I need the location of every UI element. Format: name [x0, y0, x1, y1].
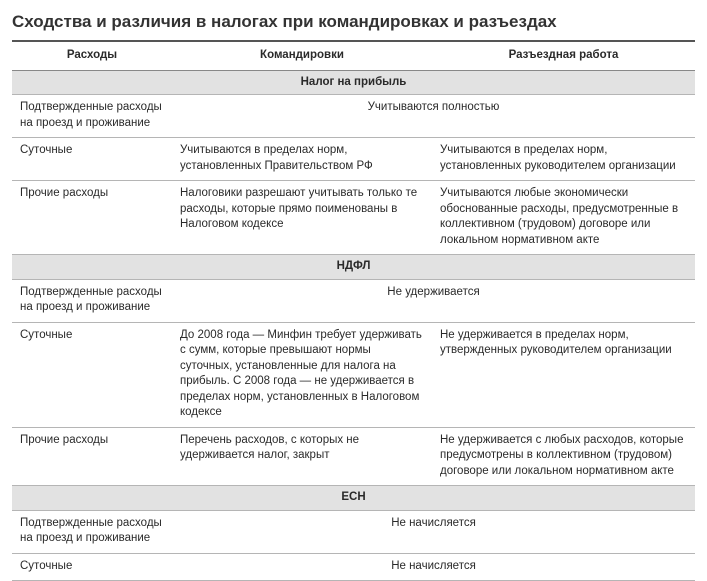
table-header-row: Расходы Командировки Разъездная работа [12, 41, 695, 70]
row-trips-value: Налоговики разрешают учитывать только те… [172, 181, 432, 255]
section-title: ЕСН [12, 486, 695, 511]
row-travel-value: Не удерживается в пределах норм, утвержд… [432, 322, 695, 427]
row-merged-value: Не удерживается [172, 279, 695, 322]
section-header: НДФЛ [12, 255, 695, 280]
section-header: Налог на прибыль [12, 70, 695, 95]
table-row: Подтвержденные расходы на проезд и прожи… [12, 510, 695, 553]
row-label: Суточные [12, 322, 172, 427]
table-body: Налог на прибыльПодтвержденные расходы н… [12, 70, 695, 581]
row-travel-value: Не удерживается с любых расходов, которы… [432, 427, 695, 486]
row-travel-value: Учитываются в пределах норм, установленн… [432, 138, 695, 181]
table-row: Подтвержденные расходы на проезд и прожи… [12, 279, 695, 322]
table-row: СуточныеУчитываются в пределах норм, уст… [12, 138, 695, 181]
row-label: Подтвержденные расходы на проезд и прожи… [12, 95, 172, 138]
section-title: НДФЛ [12, 255, 695, 280]
row-trips-value: Учитываются в пределах норм, установленн… [172, 138, 432, 181]
row-label: Прочие расходы [12, 427, 172, 486]
row-label: Подтвержденные расходы на проезд и прожи… [12, 279, 172, 322]
row-merged-value: Учитываются полностью [172, 95, 695, 138]
row-label: Суточные [12, 138, 172, 181]
col-header-travel: Разъездная работа [432, 41, 695, 70]
row-label: Суточные [12, 553, 172, 581]
row-merged-value: Не начисляется [172, 510, 695, 553]
page-title: Сходства и различия в налогах при команд… [12, 8, 695, 40]
row-merged-value: Не начисляется [172, 553, 695, 581]
row-trips-value: Перечень расходов, с которых не удержива… [172, 427, 432, 486]
section-header: ЕСН [12, 486, 695, 511]
col-header-expenses: Расходы [12, 41, 172, 70]
comparison-table: Расходы Командировки Разъездная работа Н… [12, 40, 695, 581]
col-header-trips: Командировки [172, 41, 432, 70]
table-row: Прочие расходыНалоговики разрешают учиты… [12, 181, 695, 255]
table-row: Прочие расходыПеречень расходов, с котор… [12, 427, 695, 486]
row-label: Прочие расходы [12, 181, 172, 255]
table-row: Подтвержденные расходы на проезд и прожи… [12, 95, 695, 138]
row-trips-value: До 2008 года — Минфин требует удерживать… [172, 322, 432, 427]
table-row: СуточныеНе начисляется [12, 553, 695, 581]
section-title: Налог на прибыль [12, 70, 695, 95]
row-travel-value: Учитываются любые экономически обоснован… [432, 181, 695, 255]
table-row: СуточныеДо 2008 года — Минфин требует уд… [12, 322, 695, 427]
row-label: Подтвержденные расходы на проезд и прожи… [12, 510, 172, 553]
